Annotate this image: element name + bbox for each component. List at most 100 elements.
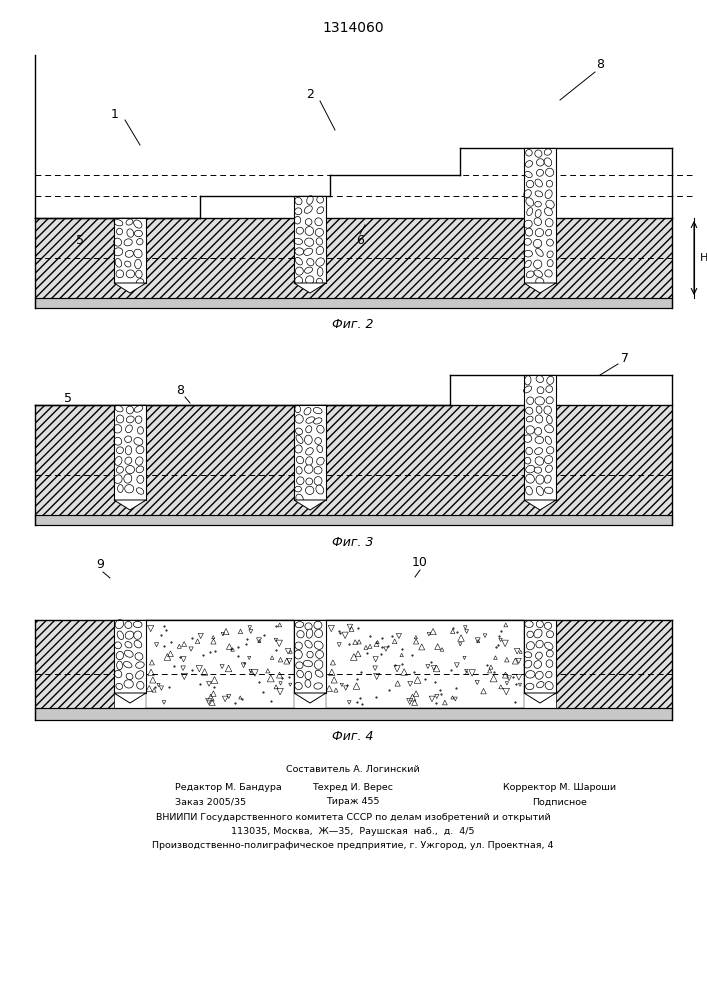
Ellipse shape [317, 267, 323, 276]
Ellipse shape [306, 478, 312, 485]
Ellipse shape [544, 149, 551, 155]
Ellipse shape [305, 486, 314, 494]
Bar [114, 405, 146, 500]
Ellipse shape [526, 642, 534, 650]
Ellipse shape [314, 418, 322, 424]
Text: Фиг. 4: Фиг. 4 [332, 730, 374, 742]
Text: 8: 8 [176, 383, 184, 396]
Ellipse shape [306, 629, 312, 638]
Ellipse shape [305, 238, 314, 246]
Ellipse shape [544, 208, 552, 216]
Bar [556, 620, 672, 708]
Ellipse shape [545, 270, 552, 277]
Ellipse shape [124, 650, 133, 657]
Ellipse shape [297, 631, 304, 638]
Ellipse shape [315, 438, 322, 444]
Bar [524, 375, 556, 500]
Text: 8: 8 [596, 58, 604, 72]
Ellipse shape [304, 408, 311, 415]
Ellipse shape [126, 270, 134, 278]
Ellipse shape [136, 488, 144, 494]
Ellipse shape [524, 652, 532, 658]
Ellipse shape [524, 435, 532, 442]
Ellipse shape [296, 477, 304, 485]
Polygon shape [114, 500, 146, 510]
Ellipse shape [136, 662, 144, 668]
Bar [35, 515, 672, 525]
Ellipse shape [296, 257, 303, 265]
Bar [294, 196, 326, 283]
Bar [294, 620, 326, 693]
Ellipse shape [303, 660, 312, 667]
Ellipse shape [134, 259, 141, 269]
Ellipse shape [117, 228, 122, 235]
Ellipse shape [547, 260, 553, 267]
Text: Производственно-полиграфическое предприятие, г. Ужгород, ул. Проектная, 4: Производственно-полиграфическое предприя… [152, 842, 554, 850]
Ellipse shape [135, 416, 142, 423]
Ellipse shape [134, 640, 141, 648]
Ellipse shape [547, 415, 552, 424]
Ellipse shape [295, 415, 303, 423]
Ellipse shape [536, 248, 543, 256]
Ellipse shape [527, 631, 534, 638]
Ellipse shape [115, 620, 124, 629]
Ellipse shape [136, 466, 144, 473]
Ellipse shape [535, 415, 543, 423]
Ellipse shape [525, 171, 532, 178]
Ellipse shape [534, 661, 542, 668]
Ellipse shape [544, 642, 553, 650]
Ellipse shape [305, 435, 312, 444]
Ellipse shape [127, 406, 134, 414]
Ellipse shape [134, 631, 141, 639]
Ellipse shape [114, 238, 122, 246]
Ellipse shape [314, 641, 323, 649]
Text: 10: 10 [412, 556, 428, 570]
Text: 5: 5 [76, 233, 84, 246]
Ellipse shape [314, 467, 322, 474]
Ellipse shape [527, 208, 533, 216]
Ellipse shape [136, 681, 144, 689]
Bar [294, 405, 326, 500]
Bar [200, 196, 330, 218]
Ellipse shape [304, 206, 312, 213]
Ellipse shape [117, 447, 124, 454]
Ellipse shape [296, 622, 304, 628]
Ellipse shape [115, 670, 122, 678]
Text: 1314060: 1314060 [322, 21, 384, 35]
Ellipse shape [307, 651, 313, 658]
Ellipse shape [316, 238, 322, 245]
Ellipse shape [135, 653, 143, 660]
Ellipse shape [124, 661, 132, 668]
Ellipse shape [317, 207, 324, 214]
Ellipse shape [547, 631, 554, 638]
Ellipse shape [114, 475, 122, 483]
Ellipse shape [295, 642, 303, 649]
Ellipse shape [124, 680, 134, 688]
Text: 7: 7 [621, 352, 629, 364]
Text: Корректор М. Шароши: Корректор М. Шароши [503, 784, 617, 792]
Ellipse shape [126, 466, 134, 474]
Ellipse shape [136, 279, 144, 285]
Ellipse shape [536, 406, 542, 413]
Ellipse shape [534, 629, 542, 638]
Ellipse shape [117, 661, 122, 670]
Text: Техред И. Верес: Техред И. Верес [312, 784, 394, 792]
Ellipse shape [546, 168, 554, 176]
Ellipse shape [537, 387, 544, 394]
Ellipse shape [535, 179, 542, 187]
Ellipse shape [536, 475, 544, 484]
Ellipse shape [134, 230, 142, 237]
Ellipse shape [296, 467, 302, 474]
Ellipse shape [536, 652, 542, 659]
Bar [35, 298, 672, 308]
Ellipse shape [545, 190, 552, 198]
Text: 2: 2 [306, 89, 314, 102]
Ellipse shape [305, 680, 311, 687]
Bar [294, 196, 326, 283]
Ellipse shape [295, 445, 302, 453]
Bar [524, 620, 556, 693]
Ellipse shape [305, 267, 312, 273]
Ellipse shape [526, 465, 535, 473]
Bar [330, 175, 460, 218]
Ellipse shape [546, 660, 553, 667]
